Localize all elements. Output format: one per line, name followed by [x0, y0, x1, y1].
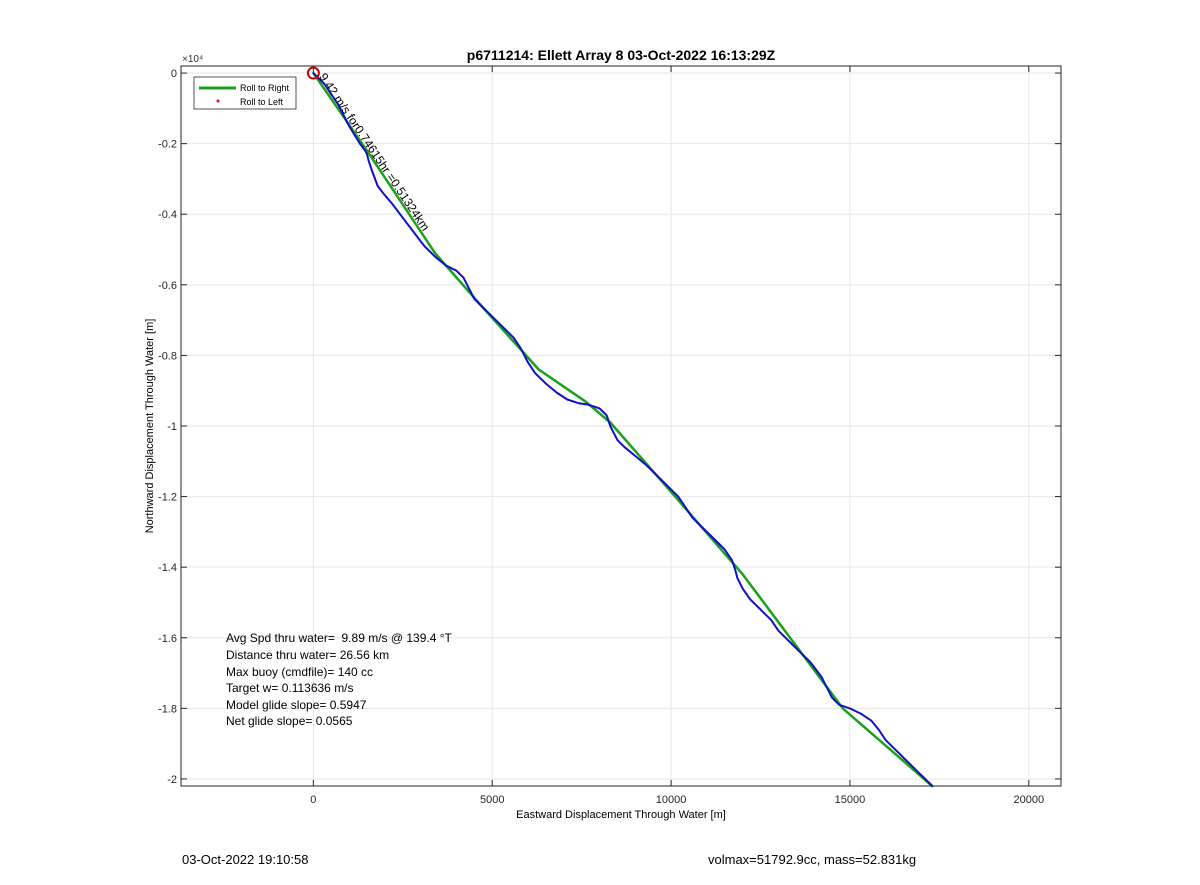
- series-line-0: [312, 71, 934, 788]
- stat-net-glide: Net glide slope= 0.0565: [226, 714, 353, 728]
- y-tick-label: -0.6: [158, 280, 177, 292]
- stat-max-buoy: Max buoy (cmdfile)= 140 cc: [226, 665, 373, 679]
- footer-volmax-mass: volmax=51792.9cc, mass=52.831kg: [708, 852, 917, 867]
- segment-speed-annotation: 9.42 m/s for0.74615hr =0.51324km: [316, 70, 432, 233]
- legend-label-roll-right: Roll to Right: [240, 83, 290, 93]
- legend-dot-roll-left: [216, 99, 220, 103]
- y-tick-label: -1.6: [158, 633, 177, 645]
- legend-label-roll-left: Roll to Left: [240, 97, 284, 107]
- stats-block: Avg Spd thru water= 9.89 m/s @ 139.4 °T …: [226, 631, 453, 728]
- axis-ticks: 0 5000 10000 15000 20000 0 -0.2 -0.4 -0.6 -0.8 -1 -…: [158, 66, 1061, 806]
- stat-avg-speed: Avg Spd thru water= 9.89 m/s @ 139.4 °T: [226, 631, 453, 645]
- y-tick-label: -0.8: [158, 350, 177, 362]
- x-tick-label: 15000: [835, 794, 866, 806]
- x-tick-label: 10000: [656, 794, 687, 806]
- grid-lines: [181, 66, 1061, 786]
- legend-box: [193, 76, 297, 110]
- plot-series: [312, 71, 934, 788]
- stat-target-w: Target w= 0.113636 m/s: [226, 681, 354, 695]
- start-marker: [306, 66, 320, 80]
- y-tick-label: -1.8: [158, 703, 177, 715]
- legend: Roll to Right Roll to Left: [193, 76, 297, 110]
- annotations: 9.42 m/s for0.74615hr =0.51324km: [306, 66, 432, 233]
- y-tick-label: -0.2: [158, 139, 177, 151]
- x-tick-label: 5000: [480, 794, 504, 806]
- y-tick-label: -1.4: [158, 562, 177, 574]
- y-axis-label: Northward Displacement Through Water [m]: [144, 319, 156, 534]
- y-tick-label: -1: [167, 421, 177, 433]
- y-axis-exponent: ×10⁴: [182, 54, 203, 65]
- y-tick-label: -1.2: [158, 492, 177, 504]
- stat-distance: Distance thru water= 26.56 km: [226, 648, 389, 662]
- footer-timestamp: 03-Oct-2022 19:10:58: [182, 852, 309, 867]
- y-tick-label: -2: [167, 774, 177, 786]
- chart-title: p6711214: Ellett Array 8 03-Oct-2022 16:…: [467, 47, 776, 63]
- series-line-1: [312, 72, 934, 787]
- x-tick-label: 0: [310, 794, 316, 806]
- y-tick-label: 0: [171, 68, 177, 80]
- x-tick-label: 20000: [1014, 794, 1045, 806]
- y-tick-label: -0.4: [158, 209, 177, 221]
- x-axis-label: Eastward Displacement Through Water [m]: [516, 809, 726, 821]
- stat-model-glide: Model glide slope= 0.5947: [226, 698, 367, 712]
